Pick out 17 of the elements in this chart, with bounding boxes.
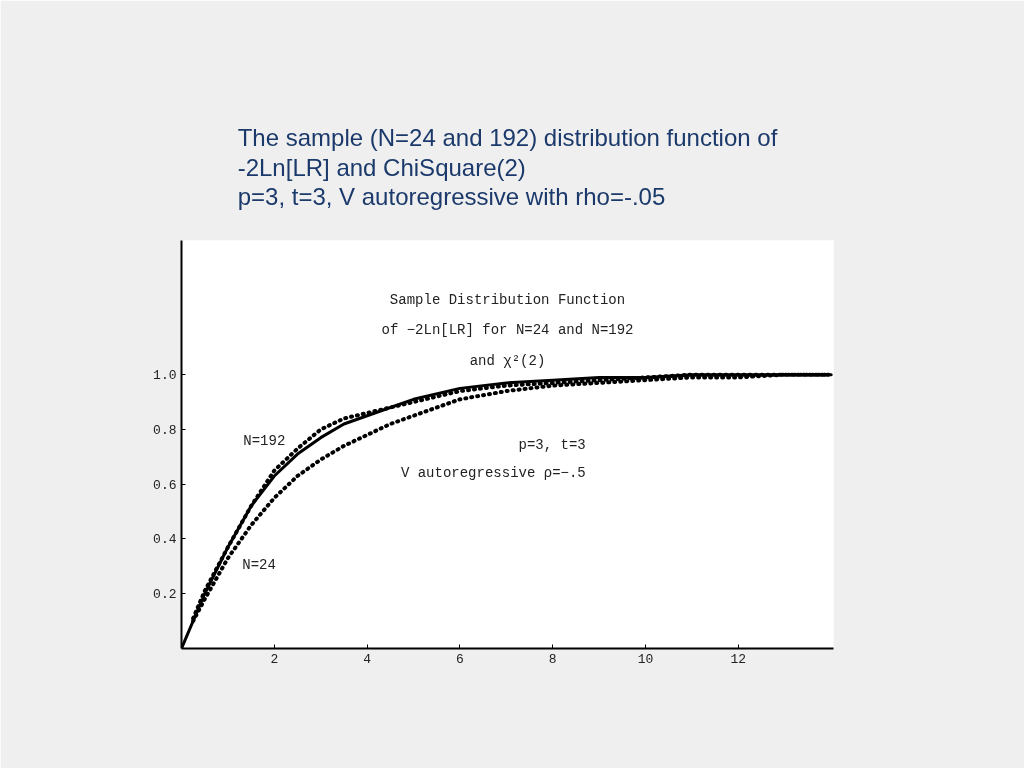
y-tick-label: 0.2 <box>153 587 177 603</box>
x-tick-label: 6 <box>456 651 464 667</box>
y-tick-label: 0.6 <box>153 477 177 493</box>
x-tick-label: 4 <box>363 651 372 667</box>
annotation: p=3, t=3 <box>518 436 586 453</box>
x-tick-label: 10 <box>637 651 654 667</box>
x-tick-label: 12 <box>730 651 747 667</box>
series-label: N=24 <box>242 557 276 574</box>
chart-title: The sample (N=24 and 192) distribution function of -2Ln[LR] and ChiSquare(2) p=3, t=3, V autoregressive with rho=-.05 <box>237 124 778 211</box>
y-tick-label: 0.8 <box>153 422 177 438</box>
annotation: Sample Distribution Function of −2Ln[LR] for N=24 and N=192 and χ²(2) <box>381 291 634 369</box>
x-tick-label: 8 <box>548 651 557 667</box>
series-label: N=192 <box>243 432 286 449</box>
y-tick-label: 1.0 <box>153 368 177 384</box>
y-tick-label: 0.4 <box>153 532 177 548</box>
annotation: V autoregressive ρ=−.5 <box>400 465 586 482</box>
x-tick-label: 2 <box>270 651 279 667</box>
